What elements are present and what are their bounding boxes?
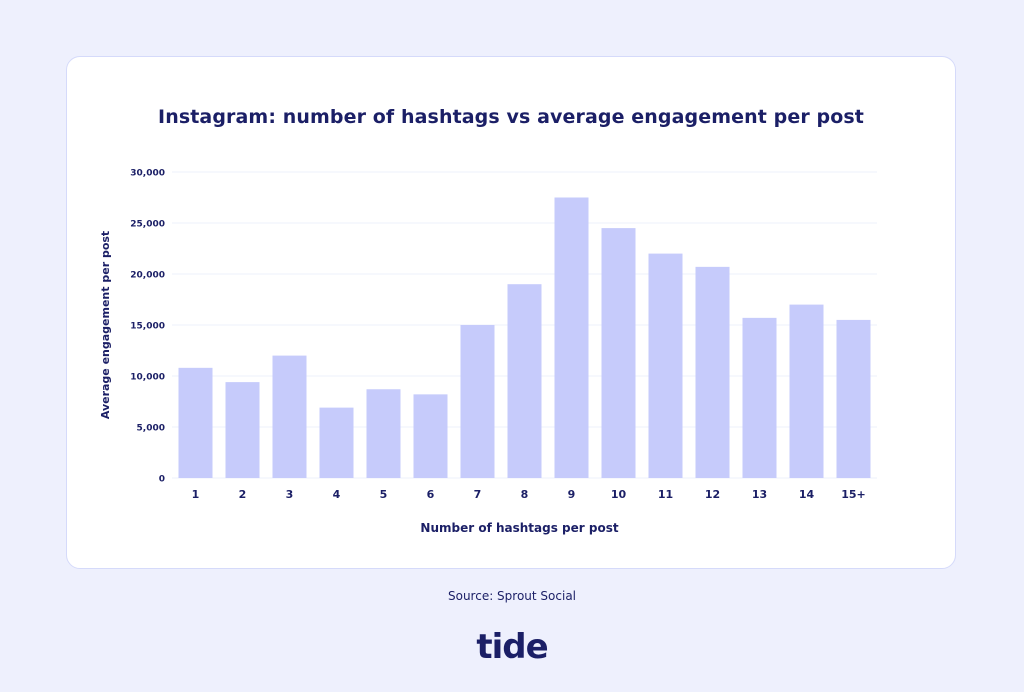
bar	[225, 382, 260, 478]
x-tick-label: 1	[192, 488, 200, 501]
y-tick-label: 15,000	[130, 322, 165, 332]
x-tick-label: 3	[286, 488, 294, 501]
x-tick-label: 5	[380, 488, 388, 501]
bar	[319, 407, 354, 478]
x-tick-label: 10	[611, 488, 627, 501]
bar	[178, 367, 213, 478]
x-tick-label: 12	[705, 488, 720, 501]
x-tick-label: 11	[658, 488, 673, 501]
x-axis-label: Number of hashtags per post	[420, 521, 618, 535]
y-axis-label: Average engagement per post	[99, 231, 112, 419]
y-tick-label: 30,000	[130, 169, 165, 179]
x-tick-label: 7	[474, 488, 482, 501]
bar	[742, 317, 777, 478]
y-tick-label: 20,000	[130, 271, 165, 281]
y-tick-label: 10,000	[130, 373, 165, 383]
x-tick-label: 2	[239, 488, 247, 501]
bar	[695, 266, 730, 478]
bar	[648, 253, 683, 478]
y-tick-label: 25,000	[130, 220, 165, 230]
bars	[178, 197, 871, 478]
bar	[836, 319, 871, 478]
x-tick-label: 15+	[841, 488, 866, 501]
bar	[413, 394, 448, 478]
chart-card: Instagram: number of hashtags vs average…	[66, 56, 956, 569]
bar	[789, 304, 824, 478]
x-tick-label: 8	[521, 488, 529, 501]
source-caption: Source: Sprout Social	[447, 589, 577, 603]
y-tick-label: 5,000	[137, 424, 165, 434]
chart-title: Instagram: number of hashtags vs average…	[158, 106, 864, 128]
bar	[601, 228, 636, 478]
bar	[272, 355, 307, 478]
bar	[507, 284, 542, 478]
tide-logo: tide	[476, 627, 548, 667]
bar	[554, 197, 589, 478]
bar	[460, 325, 495, 478]
y-tick-labels: 0 5,000 10,000 15,000 20,000 25,000 30,000	[130, 169, 165, 485]
x-tick-label: 13	[752, 488, 767, 501]
y-tick-label: 0	[159, 475, 165, 485]
bar	[366, 389, 401, 478]
x-tick-label: 4	[333, 488, 341, 501]
x-tick-label: 14	[799, 488, 815, 501]
x-tick-label: 9	[568, 488, 576, 501]
x-tick-labels: 1 2 3 4 5 6 7 8 9 10 11 12 13 14 15+	[192, 488, 866, 501]
x-tick-label: 6	[427, 488, 435, 501]
